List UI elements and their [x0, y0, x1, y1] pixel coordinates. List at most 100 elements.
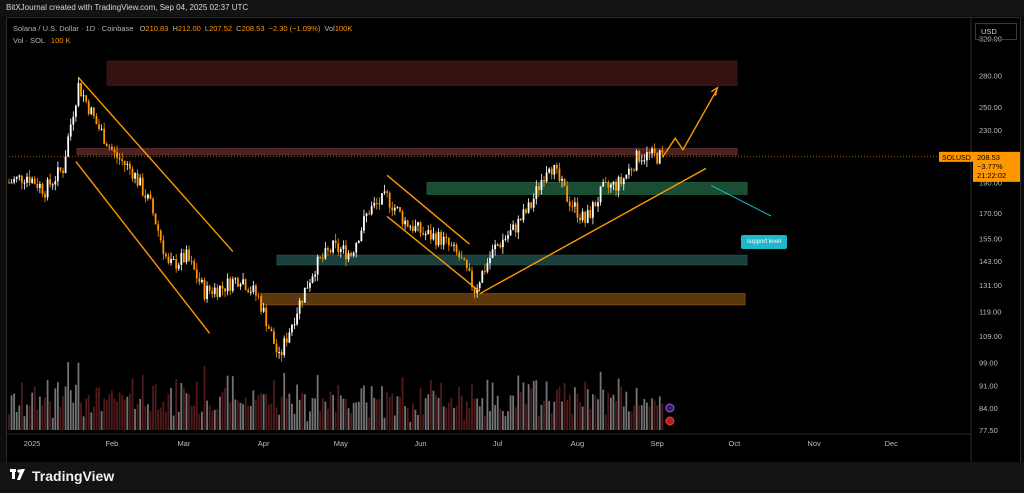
volume-bar	[334, 411, 337, 430]
candle-body	[283, 338, 286, 356]
candle-body	[489, 257, 491, 264]
candle-body	[417, 222, 419, 226]
candle-body	[275, 343, 278, 353]
volume-bar	[134, 408, 136, 430]
vol-label: Vol	[324, 24, 335, 33]
price-tag-price: 208.53	[977, 153, 1000, 162]
candle-body	[270, 328, 273, 332]
tradingview-brand: TradingView	[32, 468, 115, 484]
volume-bar	[41, 405, 44, 430]
volume-bar	[239, 402, 242, 430]
volume-bar	[429, 379, 432, 430]
volume-bar	[74, 384, 77, 430]
volume-bar	[296, 384, 298, 430]
tradingview-logo-icon	[10, 469, 25, 480]
candle-body	[134, 173, 136, 179]
volume-bar	[486, 379, 489, 430]
candle-body	[494, 244, 497, 250]
volume-bar	[625, 391, 628, 430]
candle-body	[653, 148, 656, 153]
candle-body	[33, 178, 36, 184]
x-tick-label: Sep	[651, 439, 664, 448]
candle-body	[208, 285, 211, 291]
volume-bar	[165, 411, 167, 430]
volume-bar	[381, 386, 383, 430]
candle-body	[532, 198, 535, 208]
trend-line	[77, 77, 234, 252]
volume-bar	[49, 401, 52, 430]
volume-bar	[211, 411, 214, 430]
candle-body	[152, 198, 154, 214]
volume-bar	[450, 398, 453, 430]
volume-bar	[144, 405, 147, 430]
volume-bar	[329, 391, 332, 430]
volume-bar	[190, 405, 193, 430]
candle-body	[545, 172, 548, 182]
volume-bar	[198, 413, 201, 430]
candle-body	[648, 152, 651, 154]
candle-body	[499, 244, 502, 248]
candle-body	[316, 256, 319, 275]
volume-bar	[597, 399, 599, 430]
candle-body	[146, 194, 149, 199]
candle-body	[478, 282, 481, 289]
volume-bar	[386, 392, 389, 430]
volume-bar	[383, 417, 386, 430]
chart-panel[interactable]: 320.00 280.00 250.00 230.00 190.00 170.00 155.…	[6, 17, 1021, 464]
chart-canvas[interactable]: 320.00280.00250.00230.00190.00170.00155.…	[7, 18, 1020, 463]
currency-selector[interactable]: USD	[975, 23, 1017, 40]
y-tick-label: 131.00	[979, 281, 1002, 290]
volume-bar	[20, 382, 23, 430]
candle-body	[213, 287, 216, 294]
volume-bar	[92, 406, 95, 430]
candle-body	[15, 176, 18, 179]
candle-body	[527, 202, 530, 213]
volume-bar	[561, 401, 563, 430]
volume-bar	[633, 405, 635, 430]
volume-bar	[656, 405, 659, 430]
candle-body	[509, 230, 512, 236]
volume-bar	[417, 414, 419, 430]
candle-body	[252, 285, 255, 292]
x-tick-label: Mar	[177, 439, 190, 448]
trend-line	[386, 215, 481, 293]
volume-bar	[337, 385, 340, 430]
volume-bar	[568, 394, 571, 430]
volume-bar	[558, 386, 561, 430]
candle-body	[85, 95, 88, 102]
volume-bar	[128, 393, 131, 430]
volume-bar	[26, 404, 28, 430]
volume-bar	[231, 376, 234, 430]
y-tick-label: 280.00	[979, 71, 1002, 80]
volume-bar	[501, 410, 504, 430]
candle-body	[123, 160, 126, 166]
x-tick-label: Nov	[807, 439, 821, 448]
price-tag	[973, 151, 1020, 182]
volume-bar	[216, 408, 219, 430]
candle-body	[599, 186, 602, 203]
candle-body	[77, 82, 80, 106]
candle-body	[116, 152, 118, 158]
annotation-pointer	[710, 184, 772, 217]
candle-body	[476, 288, 479, 294]
candle-body	[627, 168, 630, 175]
volume-bar	[298, 399, 301, 430]
vol-value: 100K	[334, 24, 353, 33]
volume-bar	[471, 384, 473, 430]
candle-body	[303, 287, 306, 303]
volume-label: Vol · SOL	[13, 36, 45, 45]
volume-bar	[265, 393, 268, 430]
candle-body	[573, 202, 576, 207]
candle-body	[373, 202, 376, 206]
candle-body	[458, 252, 461, 258]
volume-bar	[658, 396, 661, 430]
candle-body	[429, 230, 432, 240]
candle-body	[301, 300, 304, 303]
candle-body	[584, 211, 587, 223]
candle-body	[62, 170, 64, 174]
projection-arrowhead	[710, 86, 719, 96]
volume-bar	[491, 382, 494, 430]
volume-bar	[432, 390, 435, 430]
candle-body	[177, 264, 180, 269]
close-value: 208.53	[241, 24, 265, 33]
